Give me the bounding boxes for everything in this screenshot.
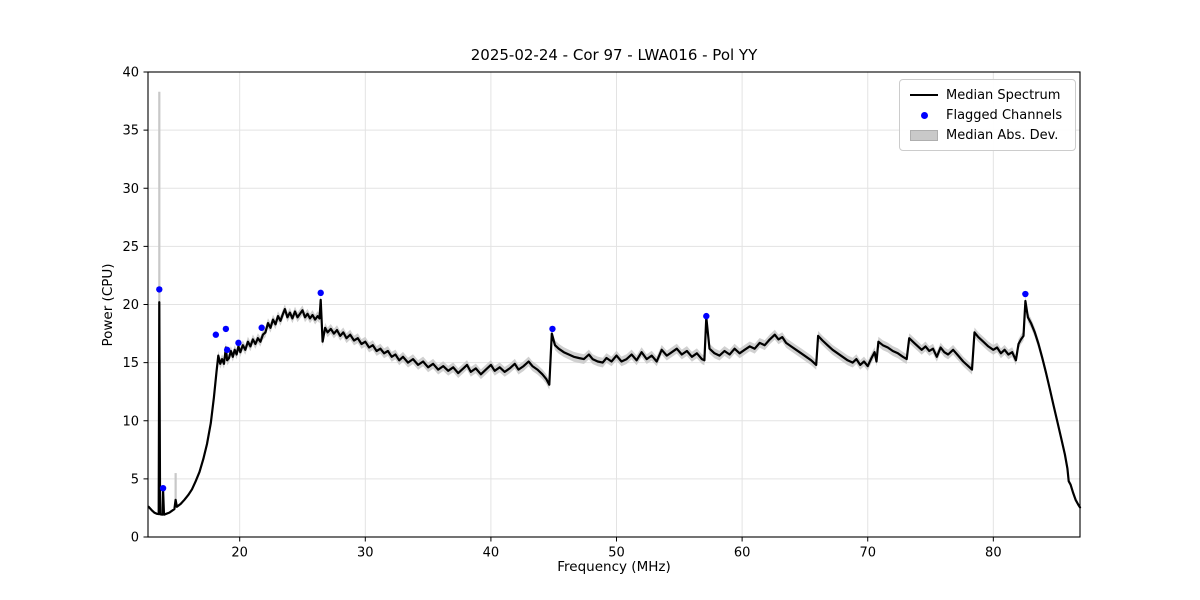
chart-title: 2025-02-24 - Cor 97 - LWA016 - Pol YY: [470, 46, 758, 64]
flagged-channel-dot-icon: [909, 111, 939, 119]
mad-band: [148, 295, 1081, 516]
flagged-channel-dot: [1022, 290, 1029, 298]
x-tick-label: 60: [734, 546, 751, 561]
x-tick-label: 40: [483, 546, 500, 561]
x-tick-label: 80: [985, 546, 1002, 561]
flagged-channel-dot: [222, 325, 230, 333]
median-spectrum-line-icon: [909, 94, 939, 96]
flagged-channel-dot: [549, 325, 556, 333]
flagged-channel-dot: [212, 331, 220, 338]
y-tick-label: 0: [131, 531, 139, 546]
legend-label: Median Abs. Dev.: [946, 127, 1059, 143]
y-tick-label: 35: [122, 124, 139, 139]
legend-label: Flagged Channels: [946, 107, 1063, 123]
x-tick-label: 30: [357, 546, 374, 561]
y-tick-label: 30: [122, 182, 139, 197]
x-tick-label: 70: [859, 546, 876, 561]
flagged-channel-dot: [235, 339, 242, 347]
x-axis-label: Frequency (MHz): [557, 559, 671, 575]
x-tick-label: 50: [608, 546, 625, 561]
flagged-channel-dot: [703, 312, 710, 320]
mad-patch-icon: [909, 129, 939, 141]
legend-item-mad: Median Abs. Dev.: [900, 125, 1075, 145]
y-tick-label: 15: [122, 356, 139, 371]
median-spectrum-line: [147, 298, 1082, 516]
y-tick-label: 40: [122, 66, 139, 81]
legend-label: Median Spectrum: [946, 87, 1061, 103]
flagged-channel-dot: [317, 289, 324, 297]
flagged-channel-dot: [159, 484, 167, 492]
legend-item-flagged-channels: Flagged Channels: [900, 105, 1075, 125]
flagged-channel-dot: [223, 346, 231, 354]
y-tick-label: 5: [131, 472, 139, 487]
legend-item-median-spectrum: Median Spectrum: [900, 85, 1075, 105]
y-tick-label: 10: [122, 414, 139, 429]
y-tick-label: 25: [122, 240, 139, 255]
y-tick-label: 20: [122, 298, 139, 313]
x-tick-label: 20: [231, 546, 248, 561]
flagged-channel-dot: [156, 286, 163, 293]
legend: Median Spectrum Flagged Channels Median …: [899, 79, 1076, 151]
flagged-channel-dot: [258, 324, 265, 331]
